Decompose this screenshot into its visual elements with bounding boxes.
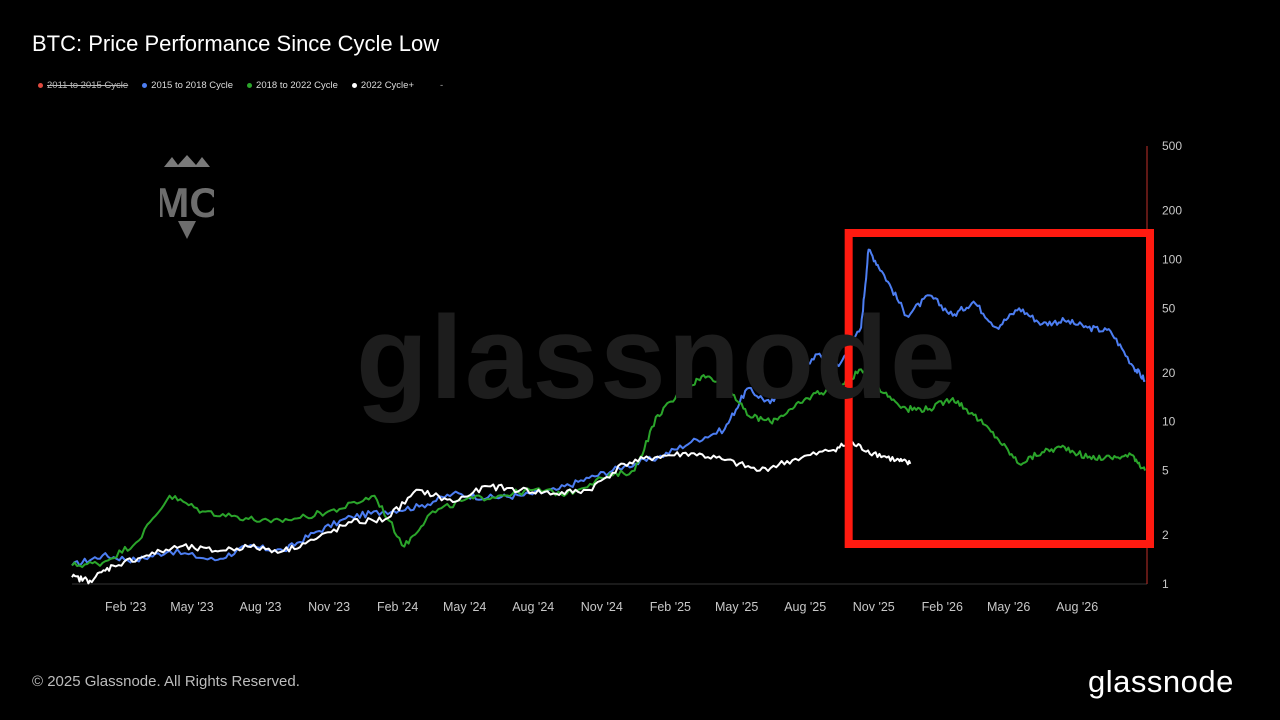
legend-item-2011-2015[interactable]: 2011 to 2015 Cycle [38, 80, 128, 91]
y-tick-label: 20 [1162, 366, 1176, 380]
logo-text: MC [160, 179, 214, 226]
x-tick-label: Feb '23 [105, 600, 146, 614]
y-tick-label: 100 [1162, 252, 1182, 266]
highlight-box [844, 229, 1155, 548]
mc-logo: MC [154, 155, 220, 248]
legend-label: 2011 to 2015 Cycle [47, 80, 129, 91]
y-tick-label: 5 [1162, 464, 1169, 478]
x-tick-label: Feb '25 [650, 600, 691, 614]
legend-dot [247, 83, 253, 88]
legend-extra: - [440, 80, 444, 91]
series-line [71, 368, 1146, 569]
y-tick-label: 2 [1162, 528, 1169, 542]
x-tick-label: Nov '23 [308, 600, 350, 614]
x-tick-label: Feb '26 [922, 600, 963, 614]
legend-dot [38, 83, 43, 88]
legend: 2011 to 2015 Cycle 2015 to 2018 Cycle 20… [38, 80, 443, 91]
legend-label: 2015 to 2018 Cycle [151, 80, 234, 91]
chart-title: BTC: Price Performance Since Cycle Low [32, 31, 440, 56]
legend-item-2015-2018[interactable]: 2015 to 2018 Cycle [142, 80, 233, 91]
legend-item-2022-plus[interactable]: 2022 Cycle+ [351, 80, 414, 91]
y-tick-label: 50 [1162, 301, 1176, 315]
y-tick-label: 500 [1162, 139, 1182, 153]
y-tick-label: 200 [1162, 204, 1182, 218]
x-tick-label: Aug '23 [240, 600, 282, 614]
x-tick-label: May '24 [443, 600, 486, 614]
x-tick-label: Nov '24 [581, 600, 623, 614]
watermark: glassnode [356, 292, 958, 424]
brand-logo: glassnode [1088, 664, 1234, 699]
y-tick-label: 1 [1162, 577, 1169, 591]
series-line [71, 441, 912, 585]
x-tick-label: Feb '24 [377, 600, 418, 614]
legend-label: 2018 to 2022 Cycle [256, 80, 338, 91]
legend-dot [142, 83, 148, 88]
legend-label: 2022 Cycle+ [360, 80, 414, 91]
x-tick-label: Nov '25 [853, 600, 895, 614]
copyright: © 2025 Glassnode. All Rights Reserved. [32, 673, 300, 690]
x-tick-label: Aug '26 [1056, 600, 1098, 614]
x-tick-label: Aug '24 [512, 600, 554, 614]
x-tick-label: May '25 [715, 600, 758, 614]
legend-dot [351, 83, 357, 88]
series-line [71, 248, 1146, 567]
legend-item-2018-2022[interactable]: 2018 to 2022 Cycle [247, 80, 338, 91]
x-tick-label: May '23 [170, 600, 213, 614]
x-tick-label: May '26 [987, 600, 1030, 614]
y-tick-label: 10 [1162, 415, 1176, 429]
x-tick-label: Aug '25 [784, 600, 826, 614]
